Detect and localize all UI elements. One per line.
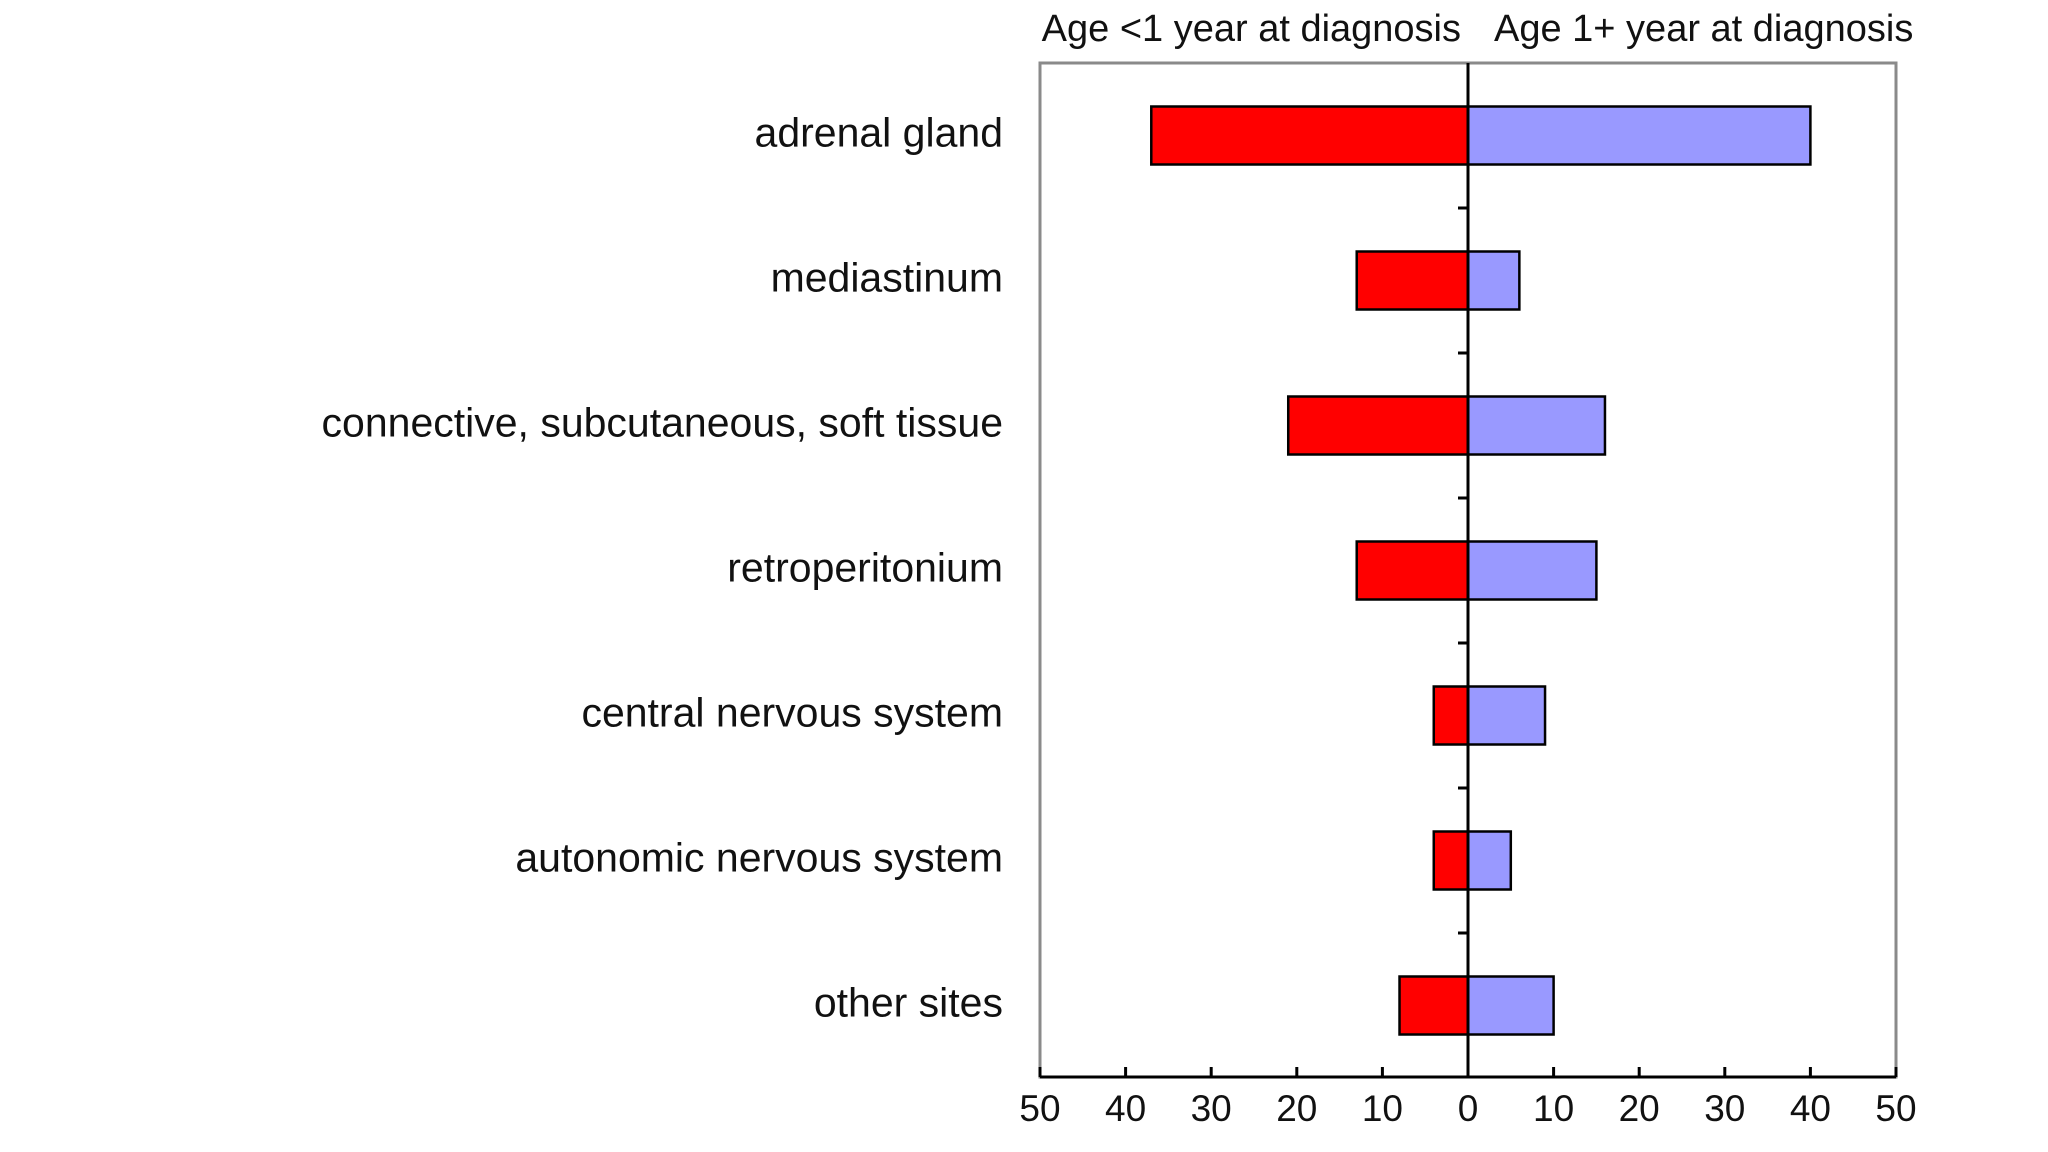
x-tick-label: 10 xyxy=(1362,1088,1403,1129)
bar-under-1-year xyxy=(1355,540,1470,601)
category-label: central nervous system xyxy=(581,689,1003,735)
bar-under-1-year xyxy=(1398,975,1470,1036)
x-tick-label: 40 xyxy=(1105,1088,1146,1129)
bar-under-1-year xyxy=(1355,250,1470,311)
bar-under-1-year xyxy=(1286,395,1470,456)
y-ticks xyxy=(1458,206,1468,935)
category-label: retroperitonium xyxy=(727,544,1003,590)
bar-1-plus-year xyxy=(1466,685,1547,746)
x-tick-label: 50 xyxy=(1019,1088,1060,1129)
series-headers: Age <1 year at diagnosis Age 1+ year at d… xyxy=(1042,8,1914,50)
category-label: adrenal gland xyxy=(755,109,1003,155)
x-tick-label: 0 xyxy=(1458,1088,1479,1129)
category-label: autonomic nervous system xyxy=(515,834,1003,880)
bar-1-plus-year xyxy=(1466,250,1521,311)
series-header-under-1-year: Age <1 year at diagnosis xyxy=(1042,8,1461,50)
category-label: other sites xyxy=(814,979,1003,1025)
bars xyxy=(1150,105,1812,1036)
x-tick-label: 20 xyxy=(1619,1088,1660,1129)
bar-1-plus-year xyxy=(1466,830,1513,891)
bar-1-plus-year xyxy=(1466,105,1812,166)
bar-1-plus-year xyxy=(1466,975,1555,1036)
x-tick-label: 30 xyxy=(1191,1088,1232,1129)
x-tick-label: 10 xyxy=(1533,1088,1574,1129)
bar-1-plus-year xyxy=(1466,540,1598,601)
bar-under-1-year xyxy=(1432,685,1470,746)
x-tick-label: 40 xyxy=(1790,1088,1831,1129)
x-ticks: 50 40 30 20 10 0 10 20 30 40 50 xyxy=(1019,1067,1917,1129)
bar-1-plus-year xyxy=(1466,395,1607,456)
category-labels: adrenal gland mediastinum connective, subc… xyxy=(322,109,1003,1025)
series-header-1-plus-year: Age 1+ year at diagnosis xyxy=(1494,8,1913,50)
bar-under-1-year xyxy=(1150,105,1470,166)
x-tick-label: 30 xyxy=(1704,1088,1745,1129)
category-label: mediastinum xyxy=(771,254,1003,300)
x-tick-label: 50 xyxy=(1875,1088,1916,1129)
bar-under-1-year xyxy=(1432,830,1470,891)
category-label: connective, subcutaneous, soft tissue xyxy=(322,399,1003,445)
x-tick-label: 20 xyxy=(1276,1088,1317,1129)
